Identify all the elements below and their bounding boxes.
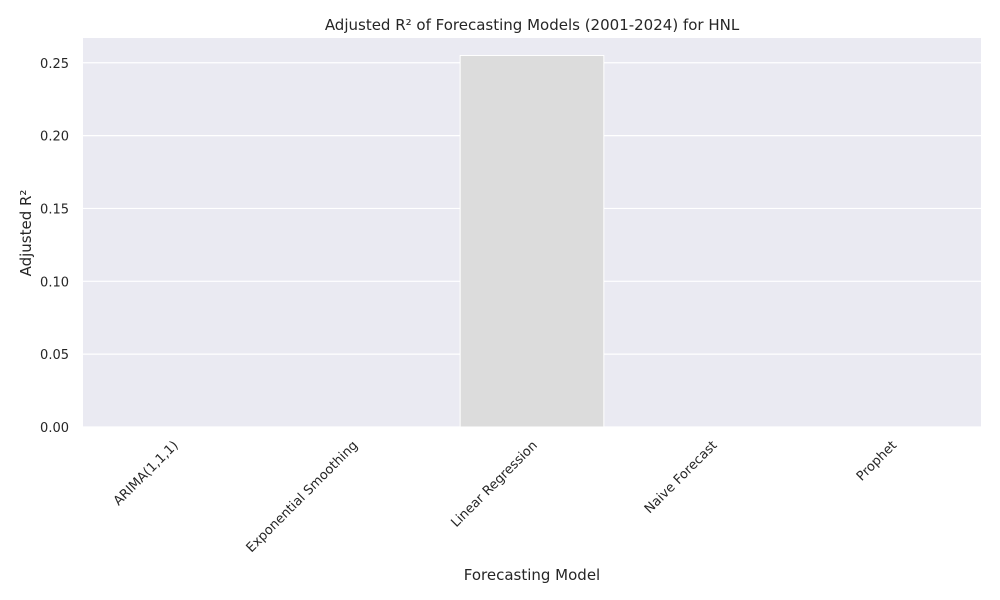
- bars: [459, 54, 605, 428]
- x-tick-label: Linear Regression: [448, 438, 540, 530]
- chart-title: Adjusted R² of Forecasting Models (2001-…: [325, 16, 740, 34]
- x-axis-label: Forecasting Model: [464, 566, 600, 584]
- y-axis-label: Adjusted R²: [17, 190, 35, 277]
- y-axis-ticks: 0.00 0.05 0.10 0.15 0.20 0.25: [40, 57, 69, 436]
- y-tick-label: 0.10: [40, 275, 69, 290]
- bar: [459, 54, 605, 428]
- y-tick-label: 0.00: [40, 421, 69, 436]
- x-tick-label: ARIMA(1,1,1): [111, 438, 182, 509]
- x-tick-label: Prophet: [854, 438, 900, 484]
- x-tick-label: Exponential Smoothing: [244, 438, 362, 556]
- x-tick-label: Naive Forecast: [642, 438, 721, 517]
- y-tick-label: 0.05: [40, 348, 69, 363]
- y-tick-label: 0.20: [40, 130, 69, 145]
- x-axis-ticks: ARIMA(1,1,1) Exponential Smoothing Linear …: [111, 438, 900, 556]
- y-tick-label: 0.15: [40, 202, 69, 217]
- y-tick-label: 0.25: [40, 57, 69, 72]
